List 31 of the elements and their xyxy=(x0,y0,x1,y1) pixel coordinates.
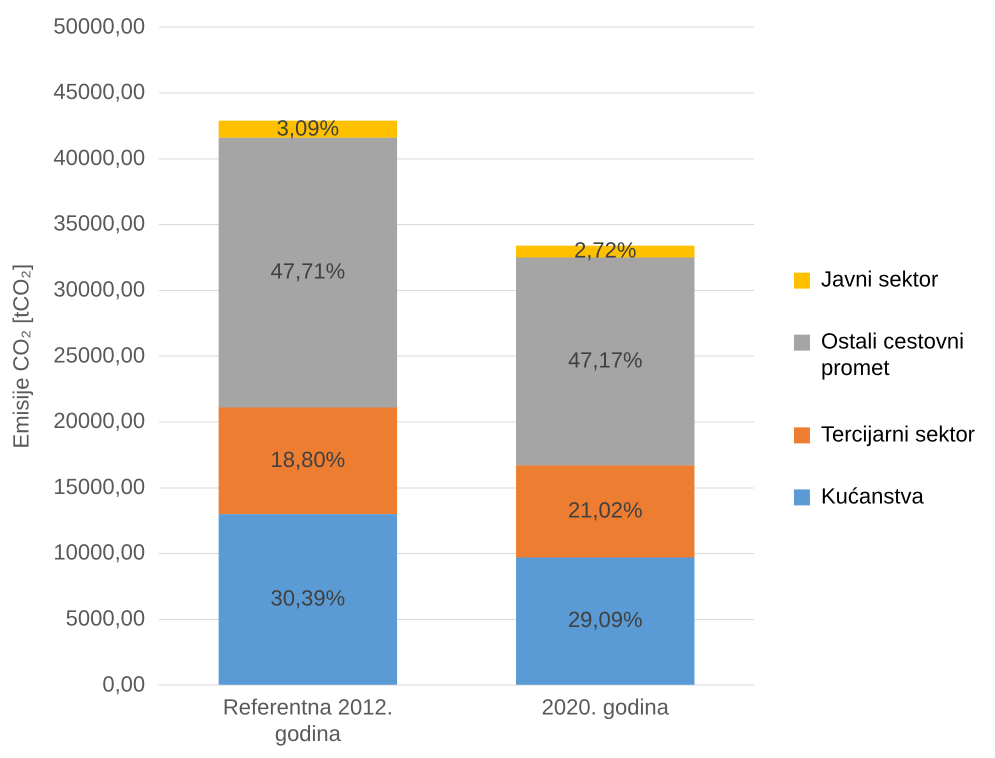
y-tick-label: 0,00 xyxy=(102,671,146,696)
legend-label: Kućanstva xyxy=(820,483,924,508)
y-tick-label: 40000,00 xyxy=(53,144,146,170)
legend-label: Tercijarni sektor xyxy=(820,421,976,446)
y-tick-label: 45000,00 xyxy=(53,79,146,104)
y-tick-label: 50000,00 xyxy=(53,13,146,38)
y-tick-label: 5000,00 xyxy=(66,605,146,630)
legend-label: Javni sektor xyxy=(820,266,938,292)
y-tick-label: 25000,00 xyxy=(53,342,146,368)
annotation: 47,17% xyxy=(568,348,643,373)
bar xyxy=(218,408,398,514)
y-tick-label: 15000,00 xyxy=(53,474,146,499)
y-tick-label: 10000,00 xyxy=(53,540,146,565)
annotation: 2,72% xyxy=(574,238,636,263)
bar xyxy=(516,558,694,685)
legend-label: Ostali cestovni promet xyxy=(820,328,964,380)
annotation: 21,02% xyxy=(568,498,643,523)
bar xyxy=(516,465,694,558)
x-tick-label: 2020. godina xyxy=(542,694,670,720)
y-tick-label: 30000,00 xyxy=(53,276,146,302)
y-tick-label: 20000,00 xyxy=(53,408,146,434)
annotation: 29,09% xyxy=(568,607,643,632)
y-tick-label: 35000,00 xyxy=(53,210,146,236)
y-axis-title: Emisije CO₂ [tCO₂] xyxy=(8,264,34,448)
annotation: 18,80% xyxy=(270,446,346,472)
bar xyxy=(218,138,398,408)
annotation: 47,71% xyxy=(270,258,346,284)
x-tick-label: Referentna 2012. godina xyxy=(222,694,393,746)
bar xyxy=(218,514,398,685)
annotation: 30,39% xyxy=(270,585,346,610)
annotation: 3,09% xyxy=(276,115,340,140)
